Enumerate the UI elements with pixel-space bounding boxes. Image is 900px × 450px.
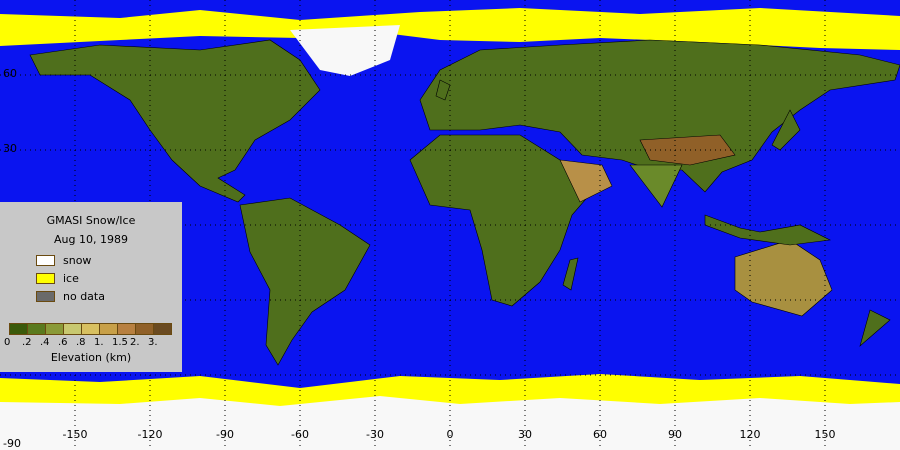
lon-tick: 150 [814,428,836,441]
elevation-color-bin [46,324,64,334]
elevation-bin-label: .8 [76,337,86,348]
tibet [639,134,736,166]
lon-tick: 120 [739,428,761,441]
legend-item-snow: snow [36,254,91,267]
lat-tick-30: 30 [3,142,17,155]
lon-tick: 0 [446,428,454,441]
uk [435,79,451,101]
new-zealand [859,309,891,347]
elevation-bin-label: 1. [94,337,104,348]
indonesia [704,214,832,246]
arabia [559,159,613,203]
elevation-bin-label: 1.5 [112,337,128,348]
legend-item-no-data: no data [36,290,105,303]
elevation-label: Elevation (km) [50,351,132,364]
elevation-color-bin [64,324,82,334]
legend: GMASI Snow/Ice Aug 10, 1989 snow ice no … [0,202,182,372]
india [629,164,683,208]
snow-swatch [36,255,55,266]
legend-item-ice: ice [36,272,79,285]
elevation-color-bin [28,324,46,334]
legend-title: GMASI Snow/Ice [46,214,136,227]
lon-tick: -60 [291,428,309,441]
elevation-bin-label: 3. [148,337,158,348]
elevation-color-bin [136,324,154,334]
madagascar [562,257,579,291]
lon-tick: 60 [593,428,607,441]
north-america [29,39,321,203]
ice-swatch [36,273,55,284]
africa [409,134,593,307]
lon-tick: 30 [518,428,532,441]
elevation-bin-label: 2. [130,337,140,348]
greenland [290,25,400,76]
elevation-colorbar [9,323,172,335]
no-data-swatch [36,291,55,302]
elevation-bin-label: .2 [22,337,32,348]
lon-tick: 90 [668,428,682,441]
legend-label: no data [63,290,105,303]
lon-tick: -90 [216,428,234,441]
elevation-color-bin [118,324,136,334]
legend-label: ice [63,272,79,285]
lat-tick-60: 60 [3,67,17,80]
lat-tick-minus-90: -90 [3,437,21,450]
lon-tick: -30 [366,428,384,441]
elevation-color-bin [10,324,28,334]
south-america [239,197,371,366]
lon-tick: -120 [137,428,163,441]
elevation-bin-label: 0 [4,337,11,348]
elevation-color-bin [82,324,100,334]
arctic-sea-ice [0,8,900,50]
elevation-bin-label: .6 [58,337,68,348]
legend-date: Aug 10, 1989 [54,233,128,246]
elevation-bin-label: .4 [40,337,50,348]
land [29,39,900,366]
lon-tick: -150 [62,428,88,441]
antarctica [0,396,900,450]
elevation-color-bin [154,324,171,334]
elevation-color-bin [100,324,118,334]
legend-label: snow [63,254,92,267]
